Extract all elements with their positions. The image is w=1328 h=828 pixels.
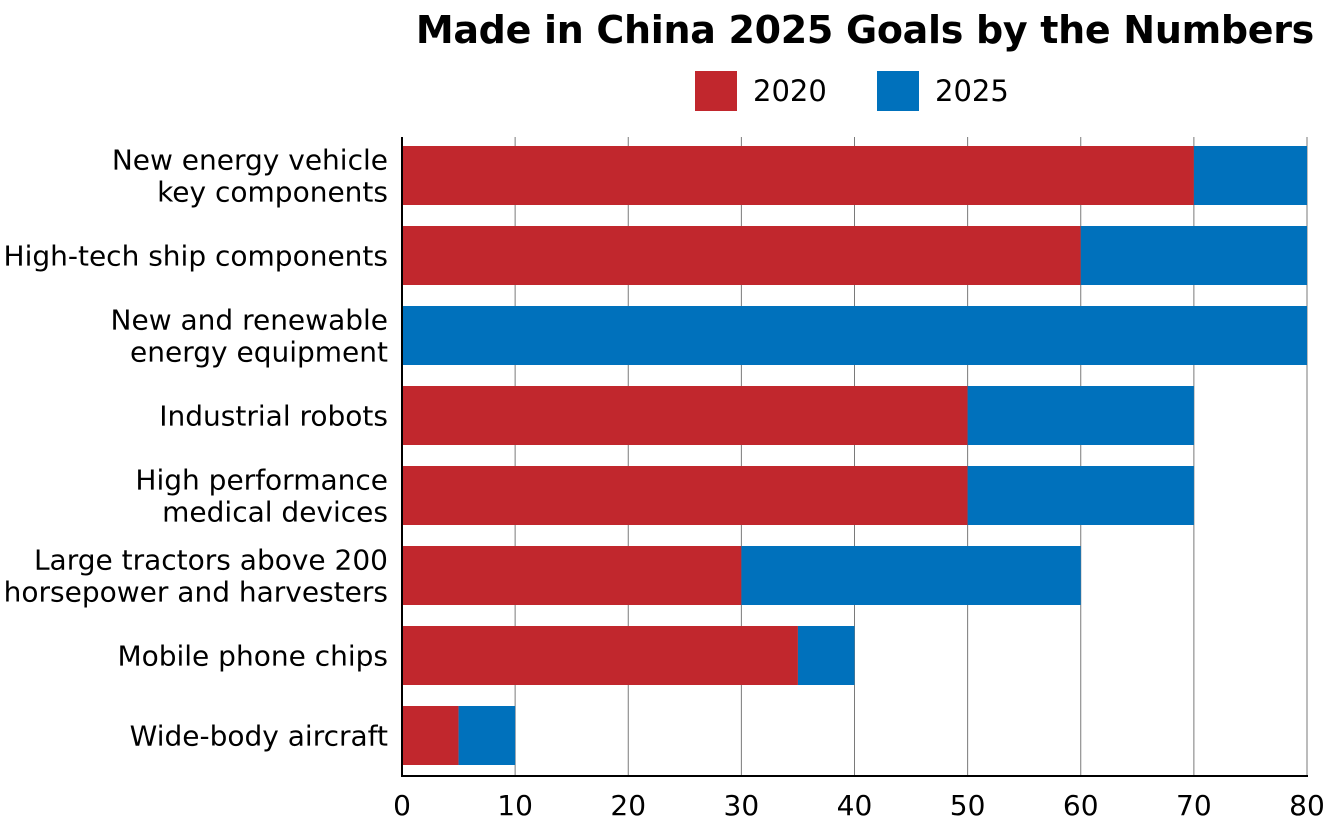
category-label-3-0: Industrial robots bbox=[159, 400, 388, 433]
category-label-2-1: energy equipment bbox=[130, 336, 388, 369]
legend-label-2020: 2020 bbox=[753, 74, 827, 108]
x-tick-label-50: 50 bbox=[950, 789, 986, 822]
category-label-5-0: Large tractors above 200 bbox=[34, 544, 388, 577]
category-label-4-0: High performance bbox=[135, 464, 388, 497]
bar-2025-0 bbox=[1193, 146, 1307, 205]
bar-2020-6 bbox=[402, 626, 798, 685]
bar-2020-0 bbox=[402, 146, 1194, 205]
x-tick-label-70: 70 bbox=[1176, 789, 1212, 822]
bar-2020-1 bbox=[402, 226, 1081, 285]
bar-2025-3 bbox=[967, 386, 1194, 445]
chart-title: Made in China 2025 Goals by the Numbers bbox=[415, 8, 1314, 52]
bar-2025-2 bbox=[402, 306, 1307, 365]
bar-2025-5 bbox=[741, 546, 1081, 605]
legend-swatch-2020 bbox=[695, 71, 737, 111]
x-tick-label-10: 10 bbox=[497, 789, 533, 822]
x-tick-label-60: 60 bbox=[1063, 789, 1099, 822]
bar-2020-4 bbox=[402, 466, 968, 525]
x-tick-label-30: 30 bbox=[724, 789, 760, 822]
bar-2020-3 bbox=[402, 386, 968, 445]
category-label-5-1: horsepower and harvesters bbox=[4, 576, 388, 609]
legend: 2020 2025 bbox=[0, 70, 1328, 112]
x-tick-label-80: 80 bbox=[1289, 789, 1325, 822]
category-label-7-0: Wide-body aircraft bbox=[130, 720, 388, 753]
legend-item-2020: 2020 bbox=[695, 70, 827, 112]
bar-2020-5 bbox=[402, 546, 742, 605]
bars-group bbox=[402, 146, 1307, 765]
legend-item-2025: 2025 bbox=[877, 70, 1009, 112]
legend-swatch-2025 bbox=[877, 71, 919, 111]
category-label-6-0: Mobile phone chips bbox=[117, 640, 388, 673]
x-tick-label-0: 0 bbox=[393, 789, 411, 822]
bar-2025-6 bbox=[797, 626, 855, 685]
category-label-0-0: New energy vehicle bbox=[112, 144, 388, 177]
category-label-1-0: High-tech ship components bbox=[4, 240, 388, 273]
category-label-0-1: key components bbox=[157, 176, 388, 209]
legend-label-2025: 2025 bbox=[935, 74, 1009, 108]
bar-2025-4 bbox=[967, 466, 1194, 525]
x-tick-label-40: 40 bbox=[837, 789, 873, 822]
x-tick-label-20: 20 bbox=[610, 789, 646, 822]
bar-2020-7 bbox=[402, 706, 459, 765]
bar-2025-7 bbox=[458, 706, 516, 765]
category-label-2-0: New and renewable bbox=[111, 304, 388, 337]
bar-2025-1 bbox=[1080, 226, 1307, 285]
category-label-4-1: medical devices bbox=[162, 496, 388, 529]
